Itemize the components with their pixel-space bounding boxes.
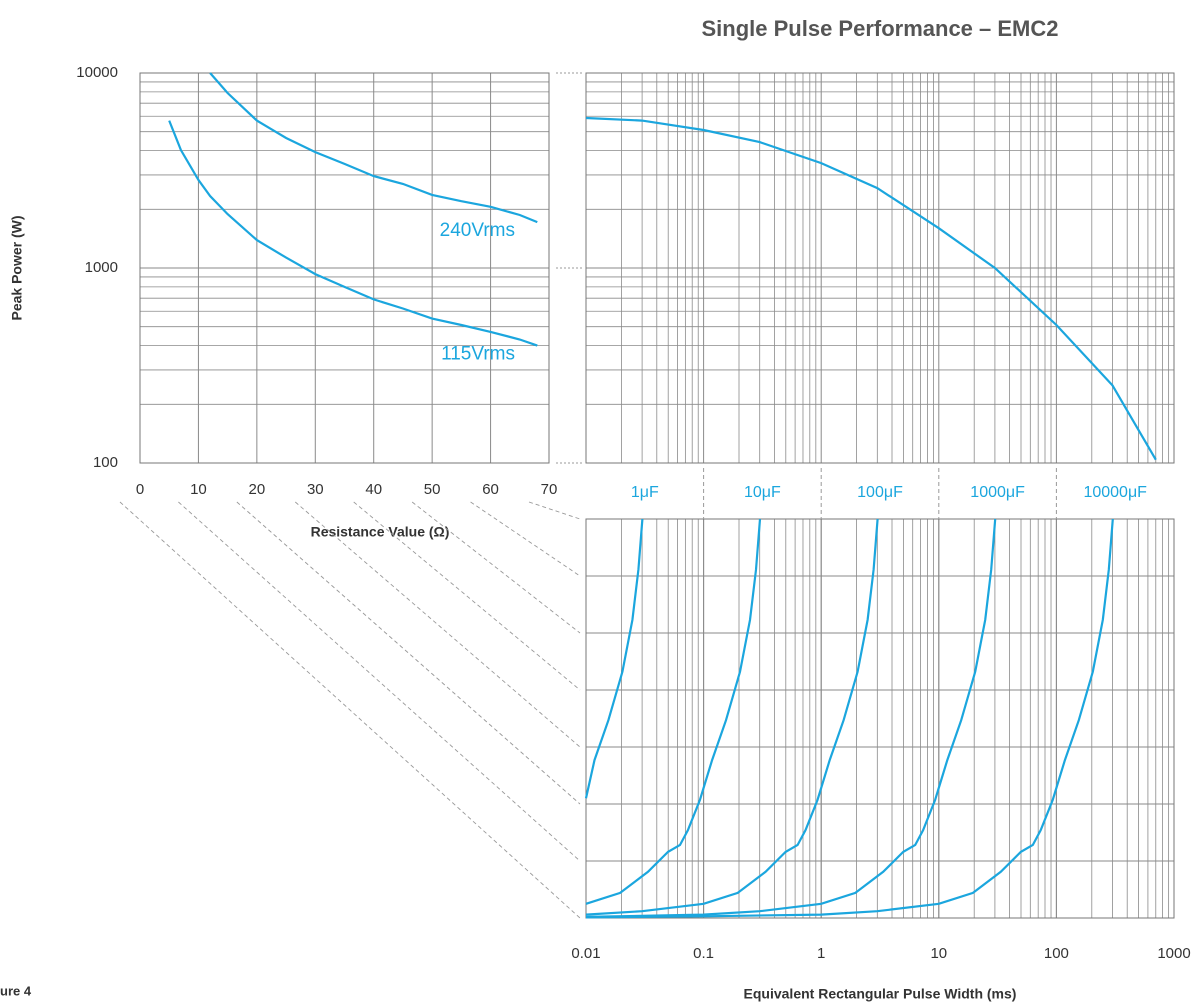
chart-title: Single Pulse Performance – EMC2 bbox=[701, 16, 1058, 41]
x-axis-title: Equivalent Rectangular Pulse Width (ms) bbox=[744, 986, 1017, 1002]
x-tick-label: 10 bbox=[930, 945, 947, 962]
capacitance-header: 1μF bbox=[631, 484, 659, 501]
capacitance-header: 100μF bbox=[857, 484, 903, 501]
x-tick-label: 60 bbox=[482, 481, 499, 498]
capacitance-header: 1000μF bbox=[970, 484, 1025, 501]
x-tick-label: 1000 bbox=[1157, 945, 1190, 962]
y-axis-title: Peak Power (W) bbox=[9, 215, 25, 320]
x-tick-label: 30 bbox=[307, 481, 324, 498]
x-tick-label: 10 bbox=[190, 481, 207, 498]
capacitance-header: 10000μF bbox=[1083, 484, 1147, 501]
x-axis-title: Resistance Value (Ω) bbox=[311, 524, 450, 540]
chart: Single Pulse Performance – EMC2 ure 4 Pe… bbox=[0, 0, 1202, 1005]
x-tick-label: 70 bbox=[541, 481, 558, 498]
x-tick-label: 1 bbox=[817, 945, 825, 962]
x-tick-label: 50 bbox=[424, 481, 441, 498]
y-tick-label: 1000 bbox=[85, 259, 118, 276]
x-tick-label: 20 bbox=[249, 481, 266, 498]
x-tick-label: 100 bbox=[1044, 945, 1069, 962]
y-tick-label: 100 bbox=[93, 454, 118, 471]
figure-label: ure 4 bbox=[0, 983, 32, 998]
x-tick-label: 0 bbox=[136, 481, 144, 498]
y-tick-label: 10000 bbox=[76, 64, 118, 81]
x-tick-label: 40 bbox=[365, 481, 382, 498]
series-label: 115Vrms bbox=[441, 344, 515, 365]
capacitance-header: 10μF bbox=[744, 484, 781, 501]
series-label: 240Vrms bbox=[440, 220, 515, 241]
x-tick-label: 0.1 bbox=[693, 945, 714, 962]
x-tick-label: 0.01 bbox=[571, 945, 600, 962]
